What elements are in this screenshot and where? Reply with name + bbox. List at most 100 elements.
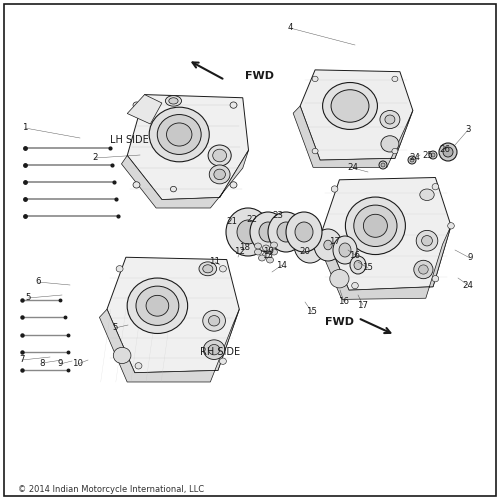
Text: RH SIDE: RH SIDE	[200, 347, 240, 357]
Ellipse shape	[418, 265, 428, 274]
Text: 9: 9	[468, 254, 472, 262]
Text: FWD: FWD	[245, 71, 274, 81]
Ellipse shape	[199, 262, 216, 276]
Ellipse shape	[439, 143, 457, 161]
Ellipse shape	[431, 153, 435, 157]
Text: © 2014 Indian Motorcycle International, LLC: © 2014 Indian Motorcycle International, …	[18, 486, 204, 494]
Text: 12: 12	[234, 248, 246, 256]
Ellipse shape	[226, 208, 270, 256]
Ellipse shape	[333, 236, 357, 264]
Ellipse shape	[169, 98, 178, 104]
Polygon shape	[127, 94, 248, 200]
Ellipse shape	[277, 222, 295, 242]
Polygon shape	[316, 226, 451, 300]
Ellipse shape	[392, 148, 398, 154]
Text: 5: 5	[112, 324, 118, 332]
Ellipse shape	[330, 270, 349, 288]
Ellipse shape	[410, 158, 414, 162]
Text: 3: 3	[465, 126, 471, 134]
Ellipse shape	[208, 344, 220, 355]
Ellipse shape	[230, 102, 237, 108]
Text: 6: 6	[35, 278, 41, 286]
Ellipse shape	[331, 90, 369, 122]
Text: 9: 9	[58, 360, 62, 368]
Ellipse shape	[350, 256, 366, 274]
Ellipse shape	[250, 212, 286, 252]
Polygon shape	[107, 257, 240, 373]
Text: 7: 7	[19, 356, 25, 364]
Ellipse shape	[268, 212, 304, 252]
Text: 20: 20	[300, 248, 310, 256]
Ellipse shape	[392, 76, 398, 82]
Ellipse shape	[158, 114, 201, 154]
Text: 5: 5	[25, 294, 31, 302]
Ellipse shape	[230, 182, 237, 188]
Ellipse shape	[214, 169, 226, 179]
Ellipse shape	[380, 110, 400, 128]
Ellipse shape	[204, 340, 225, 359]
Ellipse shape	[133, 182, 140, 188]
Ellipse shape	[408, 156, 416, 164]
Ellipse shape	[422, 236, 432, 246]
Ellipse shape	[212, 149, 226, 162]
Text: 24: 24	[348, 164, 358, 172]
Ellipse shape	[448, 222, 454, 229]
Ellipse shape	[444, 151, 452, 159]
Text: 1: 1	[22, 124, 28, 132]
Ellipse shape	[220, 358, 226, 364]
Ellipse shape	[170, 186, 176, 192]
Ellipse shape	[332, 186, 338, 192]
Text: FWD: FWD	[325, 317, 354, 327]
Ellipse shape	[312, 148, 318, 154]
Text: 24: 24	[462, 280, 473, 289]
Ellipse shape	[133, 102, 140, 108]
Ellipse shape	[166, 96, 182, 106]
Ellipse shape	[262, 245, 270, 251]
Text: 16: 16	[338, 298, 349, 306]
Ellipse shape	[262, 252, 270, 258]
Ellipse shape	[346, 197, 406, 254]
Text: 17: 17	[358, 300, 368, 310]
Polygon shape	[300, 70, 413, 160]
Ellipse shape	[379, 161, 387, 169]
Polygon shape	[122, 150, 248, 208]
Ellipse shape	[208, 145, 231, 166]
Ellipse shape	[114, 348, 131, 364]
Text: 18: 18	[240, 244, 250, 252]
Ellipse shape	[270, 249, 278, 255]
Ellipse shape	[116, 266, 123, 272]
Ellipse shape	[312, 76, 318, 82]
Ellipse shape	[295, 222, 313, 242]
Ellipse shape	[420, 189, 434, 200]
Ellipse shape	[354, 205, 397, 246]
Ellipse shape	[135, 362, 142, 369]
Ellipse shape	[354, 260, 362, 270]
Ellipse shape	[203, 265, 213, 273]
Ellipse shape	[443, 147, 453, 157]
Ellipse shape	[208, 316, 220, 326]
Text: 19: 19	[262, 248, 274, 256]
Text: 24: 24	[410, 154, 420, 162]
Ellipse shape	[203, 310, 226, 331]
Ellipse shape	[270, 242, 278, 248]
Text: 26: 26	[440, 146, 450, 154]
Ellipse shape	[259, 222, 277, 242]
Ellipse shape	[364, 214, 388, 238]
Ellipse shape	[324, 240, 332, 250]
Text: 15: 15	[306, 308, 318, 316]
Text: 10: 10	[72, 360, 84, 368]
Ellipse shape	[127, 278, 188, 334]
Ellipse shape	[381, 163, 385, 167]
Ellipse shape	[314, 229, 342, 261]
Text: 17: 17	[330, 238, 340, 246]
Polygon shape	[322, 178, 451, 290]
Text: 16: 16	[350, 250, 360, 260]
Text: 4: 4	[287, 24, 293, 32]
Text: 15: 15	[362, 264, 374, 272]
Ellipse shape	[294, 227, 326, 263]
Ellipse shape	[352, 282, 358, 289]
Text: 21: 21	[226, 218, 237, 226]
Ellipse shape	[258, 255, 266, 261]
Ellipse shape	[432, 276, 438, 282]
Polygon shape	[293, 106, 413, 168]
